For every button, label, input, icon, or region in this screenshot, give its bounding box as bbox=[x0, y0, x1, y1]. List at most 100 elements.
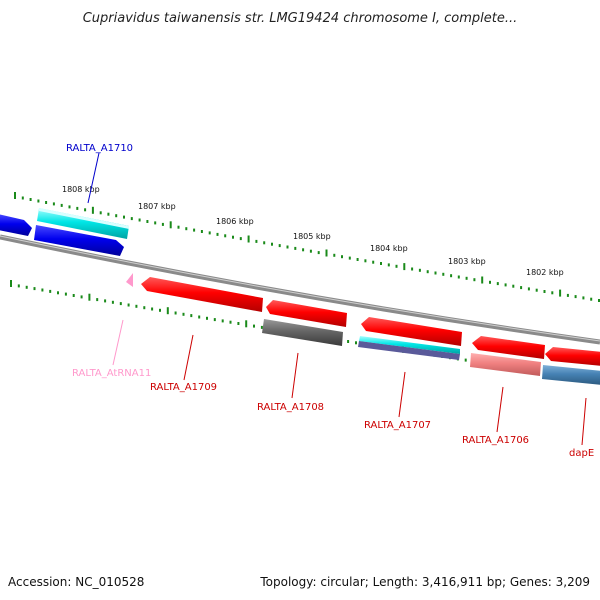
minor-tick bbox=[239, 237, 242, 241]
gene-label-ralta-a1708[interactable]: RALTA_A1708 bbox=[257, 402, 324, 413]
gene-feature-ralta-a1707[interactable] bbox=[358, 317, 462, 360]
minor-tick bbox=[253, 324, 255, 328]
gene-label-dape[interactable]: dapE bbox=[569, 448, 594, 459]
minor-tick bbox=[213, 318, 216, 322]
major-tick bbox=[10, 280, 12, 287]
minor-tick bbox=[598, 299, 600, 302]
minor-tick bbox=[161, 222, 164, 226]
gene-feature-ralta-a1709[interactable] bbox=[141, 277, 263, 312]
gene-label-ralta-a1707[interactable]: RALTA_A1707 bbox=[364, 420, 431, 431]
minor-tick bbox=[271, 242, 273, 246]
minor-tick bbox=[190, 314, 193, 318]
major-tick bbox=[247, 235, 250, 243]
minor-tick bbox=[130, 217, 133, 221]
minor-tick bbox=[159, 308, 161, 312]
major-tick bbox=[559, 289, 562, 297]
chromosome-backbone-highlight bbox=[0, 235, 600, 342]
minor-tick bbox=[21, 196, 24, 200]
gene-feature-blue-left[interactable] bbox=[0, 214, 32, 236]
minor-tick bbox=[333, 253, 336, 257]
gene-feature-ralta-a1708[interactable] bbox=[262, 300, 347, 346]
minor-tick bbox=[182, 312, 185, 316]
label-leader-line bbox=[581, 397, 587, 446]
major-tick bbox=[245, 320, 248, 328]
minor-tick bbox=[111, 300, 114, 304]
topology-text: Topology: circular; Length: 3,416,911 bp… bbox=[260, 575, 590, 589]
minor-tick bbox=[232, 235, 234, 239]
gene-label-ralta-a1706[interactable]: RALTA_A1706 bbox=[462, 435, 529, 446]
minor-tick bbox=[68, 205, 71, 209]
minor-tick bbox=[380, 262, 382, 265]
minor-tick bbox=[364, 259, 367, 263]
major-tick bbox=[166, 307, 169, 315]
minor-tick bbox=[206, 316, 208, 320]
minor-tick bbox=[442, 272, 445, 276]
minor-tick bbox=[504, 283, 507, 287]
minor-tick bbox=[347, 340, 350, 343]
scale-label: 1802 kbp bbox=[526, 268, 564, 277]
minor-tick bbox=[582, 296, 585, 300]
gene-feature-ralta-a1706[interactable] bbox=[470, 336, 545, 376]
minor-tick bbox=[146, 220, 149, 223]
minor-tick bbox=[104, 299, 107, 303]
minor-tick bbox=[255, 239, 258, 243]
minor-tick bbox=[96, 298, 99, 302]
accession-text: Accession: NC_010528 bbox=[8, 575, 145, 589]
minor-tick bbox=[200, 230, 203, 233]
minor-tick bbox=[457, 275, 460, 279]
minor-tick bbox=[574, 295, 577, 299]
minor-tick bbox=[395, 264, 398, 268]
minor-tick bbox=[135, 304, 138, 308]
minor-tick bbox=[17, 284, 20, 288]
minor-tick bbox=[464, 358, 467, 362]
map-title: Cupriavidus taiwanensis str. LMG19424 ch… bbox=[82, 11, 518, 26]
minor-tick bbox=[37, 199, 40, 203]
minor-tick bbox=[84, 208, 87, 212]
major-tick bbox=[325, 249, 328, 257]
minor-tick bbox=[33, 287, 36, 291]
gene-label-ralta-a1710[interactable]: RALTA_A1710 bbox=[66, 143, 133, 154]
minor-tick bbox=[237, 322, 240, 325]
trna-feature-ralta-atrna11[interactable] bbox=[126, 273, 133, 287]
label-leader-line bbox=[183, 334, 194, 381]
minor-tick bbox=[208, 231, 211, 235]
minor-tick bbox=[309, 249, 312, 253]
gene-label-ralta-a1709[interactable]: RALTA_A1709 bbox=[150, 382, 217, 393]
minor-tick bbox=[260, 325, 263, 329]
minor-tick bbox=[99, 211, 102, 215]
gene-feature-dape[interactable] bbox=[542, 347, 600, 385]
minor-tick bbox=[57, 291, 59, 295]
minor-tick bbox=[356, 258, 359, 261]
label-leader-line bbox=[112, 319, 124, 366]
major-tick bbox=[88, 293, 91, 301]
label-leader-line bbox=[398, 371, 406, 418]
minor-tick bbox=[154, 221, 157, 225]
minor-tick bbox=[174, 311, 177, 315]
minor-tick bbox=[348, 256, 351, 260]
major-tick bbox=[481, 276, 484, 284]
minor-tick bbox=[177, 225, 180, 229]
minor-tick bbox=[263, 241, 266, 245]
minor-tick bbox=[49, 289, 52, 293]
minor-tick bbox=[355, 341, 357, 345]
major-tick bbox=[403, 263, 406, 271]
minor-tick bbox=[450, 274, 453, 278]
minor-tick bbox=[302, 248, 305, 252]
minor-tick bbox=[512, 284, 515, 288]
minor-tick bbox=[372, 260, 375, 264]
minor-tick bbox=[52, 202, 55, 206]
minor-tick bbox=[286, 245, 289, 249]
gene-feature-ralta-a1710[interactable] bbox=[37, 208, 129, 239]
gene-label-ralta-atrna11[interactable]: RALTA_AtRNA11 bbox=[72, 368, 151, 379]
minor-tick bbox=[496, 282, 499, 286]
label-leader-line bbox=[291, 352, 299, 399]
scale-ticks-top bbox=[14, 192, 600, 302]
major-tick bbox=[14, 192, 16, 199]
scale-label: 1808 kbp bbox=[62, 185, 100, 194]
minor-tick bbox=[434, 271, 437, 275]
gene-feature-blue[interactable] bbox=[34, 225, 124, 256]
minor-tick bbox=[473, 278, 476, 282]
minor-tick bbox=[411, 267, 414, 271]
minor-tick bbox=[216, 232, 219, 236]
